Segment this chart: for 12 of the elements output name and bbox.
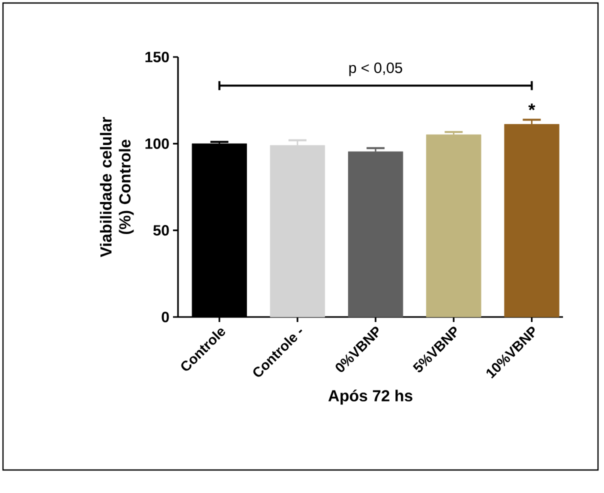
y-tick-label: 0: [162, 312, 169, 322]
annotation: *: [528, 104, 536, 110]
bar: [270, 145, 326, 318]
bar: [426, 134, 482, 318]
bar: [348, 151, 404, 318]
bar: [504, 124, 560, 318]
y-tick-label: 50: [153, 225, 169, 236]
y-tick-label: 150: [145, 52, 169, 62]
x-axis-title: Após 72 hs: [328, 390, 412, 405]
y-tick-label: 100: [145, 138, 169, 149]
annotation: p < 0,05: [349, 62, 402, 76]
y-axis-title: Viabilidade celular (%) Controle: [100, 116, 134, 258]
